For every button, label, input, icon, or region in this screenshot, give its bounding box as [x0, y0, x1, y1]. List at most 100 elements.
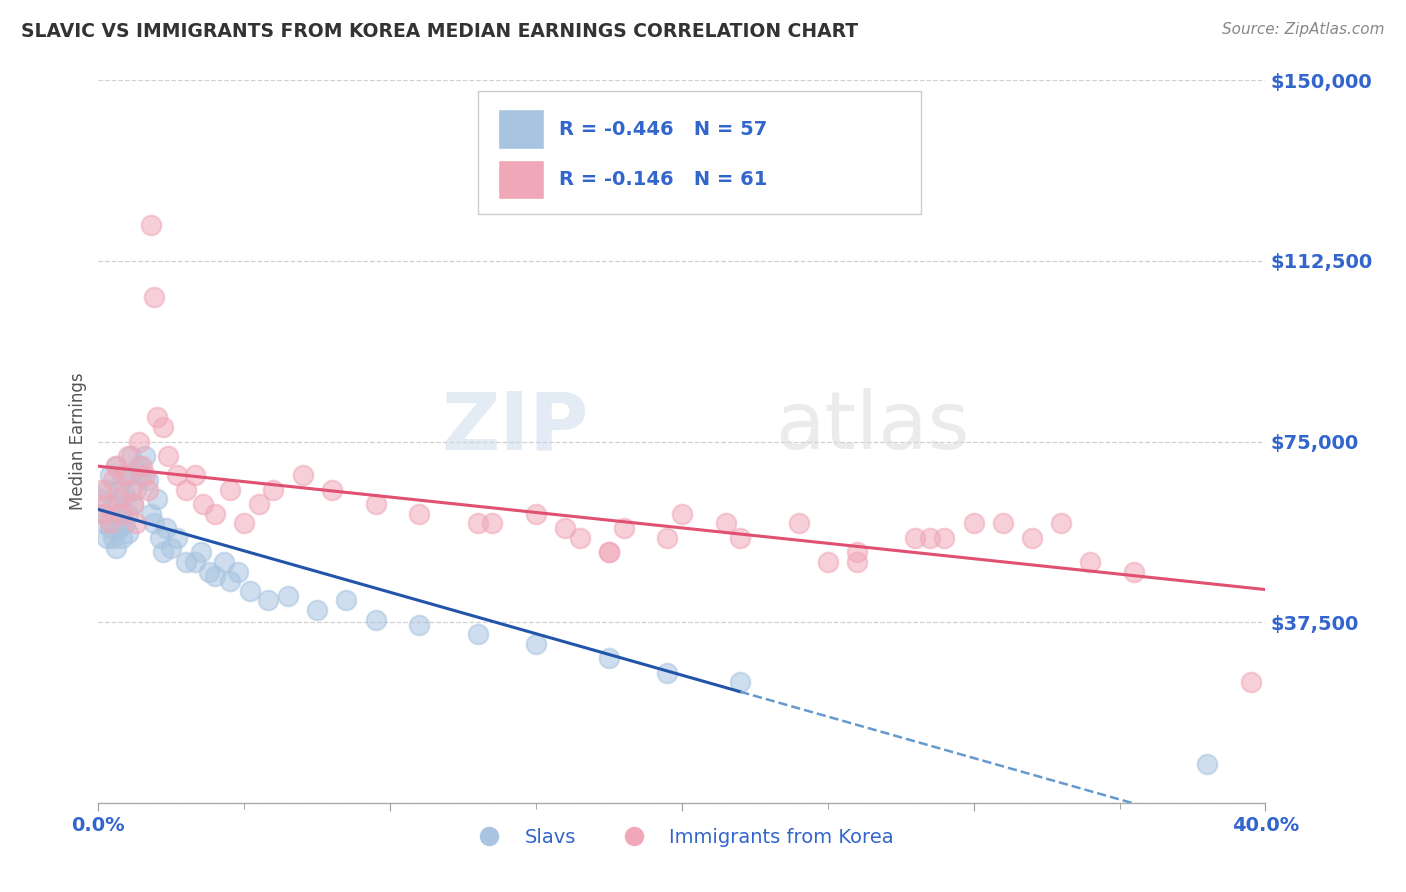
Text: SLAVIC VS IMMIGRANTS FROM KOREA MEDIAN EARNINGS CORRELATION CHART: SLAVIC VS IMMIGRANTS FROM KOREA MEDIAN E… [21, 22, 858, 41]
Point [131, 468, 153, 483]
Bar [498, 160, 544, 200]
Point [157, 449, 180, 463]
Point [90, 483, 112, 497]
Point [174, 555, 197, 569]
Point [117, 526, 139, 541]
Point [408, 617, 430, 632]
Point [218, 574, 240, 589]
Point [117, 449, 139, 463]
Point [93, 507, 115, 521]
Point [149, 531, 172, 545]
Y-axis label: Median Earnings: Median Earnings [69, 373, 87, 510]
Point [787, 516, 810, 531]
Point [122, 497, 145, 511]
Point [598, 545, 620, 559]
Point [1021, 531, 1043, 545]
Point [1195, 757, 1218, 772]
Point [233, 516, 256, 531]
Point [96, 531, 118, 545]
Point [98, 516, 121, 531]
Point [1123, 565, 1146, 579]
Point [160, 541, 183, 555]
Point [166, 468, 188, 483]
Point [104, 458, 127, 473]
Point [101, 473, 124, 487]
Point [101, 531, 124, 545]
Point [198, 565, 221, 579]
Point [122, 497, 145, 511]
Point [183, 555, 205, 569]
Point [183, 468, 205, 483]
Point [657, 665, 679, 680]
Point [846, 545, 869, 559]
Point [146, 492, 169, 507]
Point [671, 507, 693, 521]
Point [146, 410, 169, 425]
Point [568, 531, 591, 545]
Point [101, 497, 124, 511]
Point [212, 555, 235, 569]
Point [204, 507, 226, 521]
Text: atlas: atlas [775, 388, 970, 467]
Point [481, 516, 503, 531]
Point [598, 545, 620, 559]
Point [262, 483, 284, 497]
Point [467, 516, 489, 531]
Point [467, 627, 489, 641]
Point [714, 516, 737, 531]
Point [554, 521, 576, 535]
Point [152, 420, 174, 434]
Point [239, 583, 262, 598]
Text: Source: ZipAtlas.com: Source: ZipAtlas.com [1222, 22, 1385, 37]
Point [524, 637, 547, 651]
Point [247, 497, 270, 511]
Point [307, 603, 329, 617]
Point [335, 593, 357, 607]
Point [120, 449, 142, 463]
Point [98, 468, 121, 483]
Point [612, 521, 634, 535]
Point [108, 521, 131, 535]
Point [730, 675, 752, 690]
Point [139, 218, 162, 232]
Point [846, 555, 869, 569]
Point [104, 458, 127, 473]
Point [166, 531, 188, 545]
Point [730, 531, 752, 545]
Point [321, 483, 343, 497]
Point [918, 531, 941, 545]
Point [104, 541, 127, 555]
Bar [498, 109, 544, 149]
Point [114, 516, 136, 531]
Point [657, 531, 679, 545]
Point [117, 507, 139, 521]
Point [364, 497, 387, 511]
Text: R = -0.146   N = 61: R = -0.146 N = 61 [560, 170, 768, 189]
Point [111, 531, 134, 545]
Point [125, 516, 148, 531]
Point [228, 565, 250, 579]
Point [256, 593, 278, 607]
Point [134, 468, 156, 483]
Point [108, 507, 131, 521]
Point [125, 483, 148, 497]
Point [291, 468, 314, 483]
Point [108, 492, 131, 507]
Point [190, 545, 212, 559]
Point [1080, 555, 1102, 569]
Point [96, 483, 118, 497]
Point [277, 589, 299, 603]
Point [98, 521, 121, 535]
Point [904, 531, 927, 545]
Point [90, 492, 112, 507]
Point [96, 497, 118, 511]
Text: ZIP: ZIP [441, 388, 589, 467]
Point [111, 507, 134, 521]
Point [142, 290, 165, 304]
Point [364, 613, 387, 627]
Point [108, 483, 131, 497]
Point [136, 473, 159, 487]
Text: R = -0.446   N = 57: R = -0.446 N = 57 [560, 120, 768, 139]
Point [934, 531, 956, 545]
Point [128, 458, 150, 473]
